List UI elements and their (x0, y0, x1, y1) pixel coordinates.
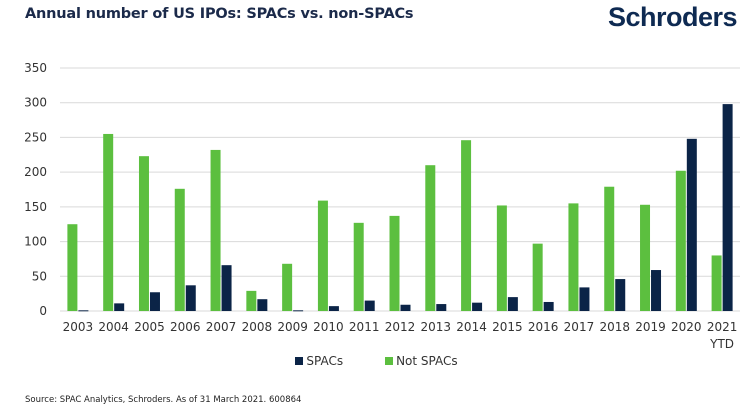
bar-spacs-2020 (686, 138, 697, 311)
y-tick-label: 0 (39, 304, 47, 318)
x-tick-label: 2017 (564, 320, 595, 334)
bar-spacs-2007 (221, 265, 232, 311)
x-tick-label: 2004 (98, 320, 129, 334)
bar-spacs-2013 (436, 304, 447, 311)
bar-spacs-2005 (149, 292, 160, 311)
y-tick-label: 150 (24, 200, 47, 214)
bar-not-spacs-2020 (675, 170, 686, 311)
y-axis-ticks: 0 50 100 150 200 250 300 350 (24, 61, 47, 318)
chart-title: Annual number of US IPOs: SPACs vs. non-… (25, 6, 414, 22)
x-tick-label: 2015 (492, 320, 523, 334)
x-tick-label: 2007 (206, 320, 237, 334)
x-tick-label: 2013 (421, 320, 452, 334)
x-tick-label: 2003 (63, 320, 94, 334)
legend: SPACs Not SPACs (0, 354, 753, 368)
gridlines (60, 67, 740, 312)
x-tick-label: YTD (709, 337, 734, 350)
bar-not-spacs-2004 (103, 133, 114, 311)
source-note: Source: SPAC Analytics, Schroders. As of… (25, 395, 302, 405)
x-tick-label: 2005 (134, 320, 165, 334)
bar-spacs-2008 (257, 299, 268, 311)
bar-spacs-2011 (364, 300, 375, 311)
x-axis-ticks: 2003 2004 2005 2006 2007 2008 2009 2010 2011 2012… (63, 320, 738, 350)
bar-not-spacs-2009 (282, 263, 293, 311)
legend-swatch-spacs (295, 357, 304, 365)
legend-label-spacs: SPACs (306, 354, 344, 368)
x-tick-label: 2014 (456, 320, 487, 334)
schroders-logo: Schroders (607, 2, 738, 32)
bar-spacs-2014 (472, 302, 483, 311)
x-tick-label: 2019 (635, 320, 666, 334)
bar-not-spacs-2007 (210, 149, 221, 311)
legend-label-not-spacs: Not SPACs (396, 354, 458, 368)
x-tick-label: 2020 (671, 320, 702, 334)
y-tick-label: 350 (24, 61, 47, 75)
bar-not-spacs-2005 (138, 156, 149, 311)
bar-not-spacs-2018 (604, 186, 615, 311)
bar-not-spacs-2008 (246, 290, 257, 311)
bars (67, 104, 733, 312)
bar-spacs-2019 (651, 270, 662, 311)
y-tick-label: 300 (24, 96, 47, 110)
bar-spacs-2021 (722, 104, 733, 311)
bar-not-spacs-2011 (353, 222, 364, 311)
bar-spacs-2010 (328, 306, 339, 311)
bar-not-spacs-2021 (711, 255, 722, 311)
bar-spacs-2009 (293, 310, 304, 312)
bar-spacs-2006 (185, 285, 196, 311)
y-tick-label: 250 (24, 130, 47, 144)
bar-spacs-2012 (400, 304, 411, 311)
bar-spacs-2016 (543, 301, 554, 311)
bar-not-spacs-2012 (389, 215, 400, 311)
bar-not-spacs-2016 (532, 243, 543, 311)
bar-not-spacs-2019 (640, 204, 651, 311)
x-tick-label: 2012 (385, 320, 416, 334)
y-tick-label: 50 (32, 269, 47, 283)
legend-item-not-spacs: Not SPACs (385, 354, 458, 368)
x-tick-label: 2008 (242, 320, 273, 334)
bar-not-spacs-2017 (568, 203, 579, 311)
bar-not-spacs-2014 (461, 140, 472, 311)
legend-item-spacs: SPACs (295, 354, 343, 368)
x-tick-label: 2021 (707, 320, 738, 334)
bar-spacs-2004 (114, 303, 125, 311)
bar-spacs-2003 (78, 310, 89, 312)
legend-swatch-not-spacs (385, 357, 394, 365)
bar-not-spacs-2003 (67, 224, 78, 311)
x-tick-label: 2018 (599, 320, 630, 334)
bar-not-spacs-2015 (496, 205, 507, 311)
bar-not-spacs-2010 (317, 200, 328, 311)
x-tick-label: 2011 (349, 320, 380, 334)
x-tick-label: 2006 (170, 320, 201, 334)
bar-spacs-2017 (579, 287, 590, 311)
x-tick-label: 2009 (277, 320, 308, 334)
y-tick-label: 200 (24, 165, 47, 179)
bar-not-spacs-2013 (425, 165, 436, 311)
bar-spacs-2018 (615, 279, 626, 311)
x-tick-label: 2010 (313, 320, 344, 334)
x-tick-label: 2016 (528, 320, 559, 334)
y-tick-label: 100 (24, 235, 47, 249)
bar-not-spacs-2006 (174, 188, 185, 311)
bar-spacs-2015 (507, 297, 518, 311)
